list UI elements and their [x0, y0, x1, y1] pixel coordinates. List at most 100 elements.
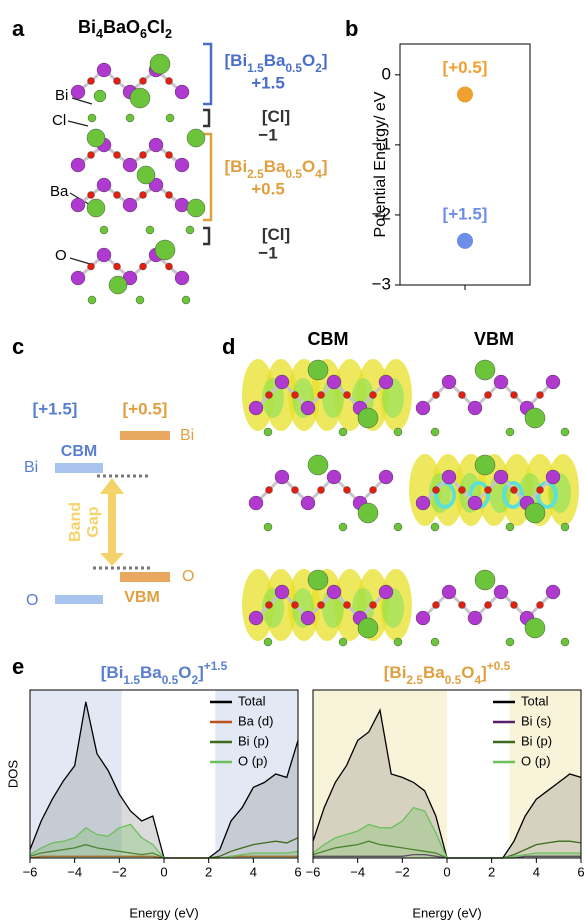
- atom: [308, 455, 328, 475]
- atom: [394, 638, 402, 646]
- atom: [511, 487, 518, 494]
- atom: [166, 263, 173, 270]
- atom: [416, 401, 430, 415]
- atom: [485, 487, 492, 494]
- legend-label: Bi (p): [238, 733, 269, 748]
- atom: [394, 428, 402, 436]
- atom: [150, 54, 170, 74]
- atom: [327, 585, 341, 599]
- atom: [431, 638, 439, 646]
- charge: −1: [258, 125, 277, 144]
- atom: [546, 585, 560, 599]
- atom: [494, 585, 508, 599]
- band-gap: Gap: [85, 506, 102, 537]
- formula-part: Ba: [264, 157, 286, 176]
- atom: [344, 487, 351, 494]
- formula-part: BaO: [103, 17, 140, 37]
- atom: [114, 78, 121, 85]
- panel-label: a: [12, 16, 25, 41]
- atom: [140, 192, 147, 199]
- atom: [249, 496, 263, 510]
- brackets: [203, 44, 211, 244]
- atom: [71, 271, 85, 285]
- atom: [88, 263, 95, 270]
- atom: [506, 638, 514, 646]
- x-axis-label: Energy (eV): [129, 905, 198, 920]
- atom: [433, 487, 440, 494]
- atom: [358, 618, 378, 638]
- atom-label: Bi: [55, 87, 68, 104]
- atom: [301, 496, 315, 510]
- atom: [468, 401, 482, 415]
- atom: [88, 192, 95, 199]
- atom: [459, 392, 466, 399]
- atom: [370, 487, 377, 494]
- atom: [88, 296, 96, 304]
- pointer-lines: [68, 98, 92, 264]
- atom: [186, 226, 194, 234]
- atom: [166, 192, 173, 199]
- formula: [Cl]: [262, 225, 290, 244]
- legend-label: Total: [521, 693, 549, 708]
- atom: [140, 152, 147, 159]
- panel-label: d: [222, 334, 235, 359]
- atom: [318, 487, 325, 494]
- formula-part: +0.5: [487, 659, 511, 673]
- formula-part: O: [178, 663, 191, 682]
- atom: [275, 375, 289, 389]
- formula-part: [Bi: [384, 663, 407, 682]
- atom: [416, 611, 430, 625]
- atom: [433, 602, 440, 609]
- atom: [137, 166, 155, 184]
- panel-label: c: [12, 334, 24, 359]
- formula: [Cl]: [262, 107, 290, 126]
- atom-label: O: [55, 247, 67, 264]
- atom: [88, 114, 96, 122]
- y-axis-label: DOS: [5, 760, 20, 789]
- atom: [114, 192, 121, 199]
- density-cell: [416, 570, 569, 646]
- atom: [442, 585, 456, 599]
- atom: [275, 585, 289, 599]
- atom: [475, 455, 495, 475]
- atom: [71, 158, 85, 172]
- formula-part: ]: [322, 51, 328, 70]
- atom-label: Cl: [52, 112, 66, 129]
- formula-part: Ba: [140, 663, 162, 682]
- legend-label: O (p): [238, 753, 268, 768]
- column-title: CBM: [308, 329, 349, 349]
- formula: [Bi2.5Ba0.5O4]+0.5: [384, 659, 511, 687]
- x-tick-label: 6: [294, 864, 301, 879]
- x-tick-label: −6: [23, 864, 38, 879]
- crystal-structure: [71, 54, 205, 304]
- atom: [525, 618, 545, 638]
- point: [457, 86, 473, 102]
- atom: [140, 263, 147, 270]
- atom: [511, 602, 518, 609]
- atom: [264, 428, 272, 436]
- charge: +0.5: [251, 179, 285, 198]
- atom: [318, 602, 325, 609]
- y-tick-label: 0: [382, 64, 391, 83]
- charge: +1.5: [251, 73, 285, 92]
- level-label: O: [26, 592, 38, 609]
- atom: [94, 90, 106, 102]
- header: [+1.5]: [33, 399, 78, 418]
- formula-part: O: [461, 663, 474, 682]
- charge: −1: [258, 243, 277, 262]
- atom: [344, 392, 351, 399]
- x-tick-label: −4: [67, 864, 82, 879]
- x-tick-label: −2: [395, 864, 410, 879]
- atom: [266, 487, 273, 494]
- x-tick-label: 4: [250, 864, 257, 879]
- atom: [546, 375, 560, 389]
- atom: [292, 392, 299, 399]
- atom: [525, 503, 545, 523]
- formula: Bi4BaO6Cl2: [78, 17, 172, 42]
- atom: [100, 226, 108, 234]
- formula-part: 2.5: [406, 673, 423, 687]
- x-tick-label: 6: [577, 864, 584, 879]
- atom: [114, 152, 121, 159]
- atom: [149, 138, 163, 152]
- level-label: Bi: [24, 459, 38, 476]
